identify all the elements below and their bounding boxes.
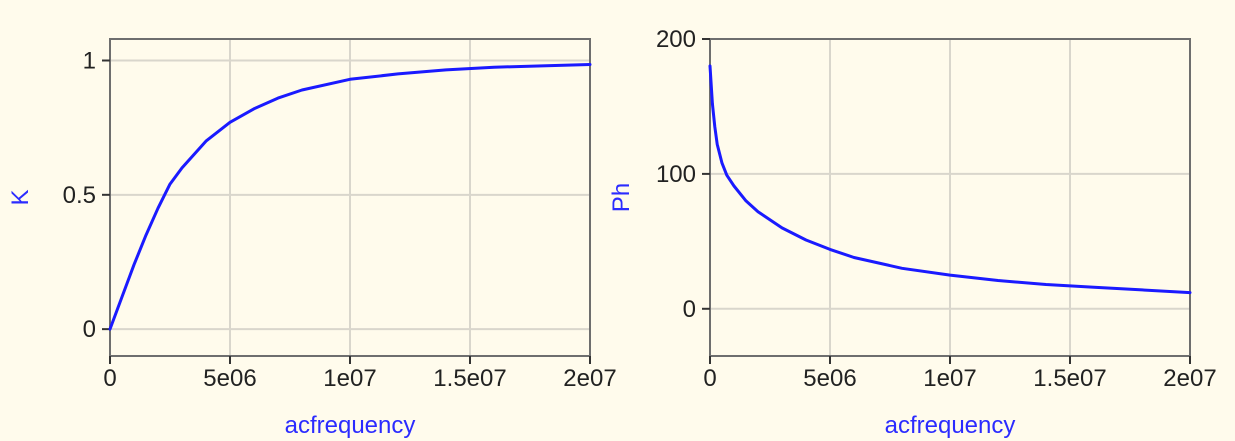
y-tick-label: 0: [83, 316, 96, 343]
y-axis-label: Ph: [608, 183, 635, 212]
x-tick-label: 5e06: [203, 365, 256, 392]
chart-panel-k: 0 5e06 1e07 1.5e07 2e07 0 0.5 1 acfrequency K: [7, 38, 617, 439]
x-tick-label: 1.5e07: [433, 365, 506, 392]
x-tick-label: 5e06: [803, 365, 856, 392]
x-tick-label: 1e07: [323, 365, 376, 392]
chart-panel-ph: 0 5e06 1e07 1.5e07 2e07 0 100 200 acfrequency Ph: [608, 26, 1217, 439]
y-tick-label: 0: [683, 296, 696, 323]
y-axis-label: K: [7, 189, 34, 205]
y-tick-label: 200: [656, 26, 696, 53]
y-tick-label: 100: [656, 161, 696, 188]
x-tick-label: 0: [703, 365, 716, 392]
x-tick-label: 2e07: [1163, 365, 1216, 392]
x-tick-label: 1.5e07: [1033, 365, 1106, 392]
x-axis-label: acfrequency: [885, 412, 1016, 439]
x-axis-label: acfrequency: [285, 412, 416, 439]
series-line: [708, 64, 1192, 295]
y-tick-label: 0.5: [63, 182, 96, 209]
x-tick-label: 2e07: [563, 365, 616, 392]
series-line: [108, 63, 592, 331]
y-tick-label: 1: [83, 47, 96, 74]
x-tick-label: 0: [103, 365, 116, 392]
x-tick-label: 1e07: [923, 365, 976, 392]
